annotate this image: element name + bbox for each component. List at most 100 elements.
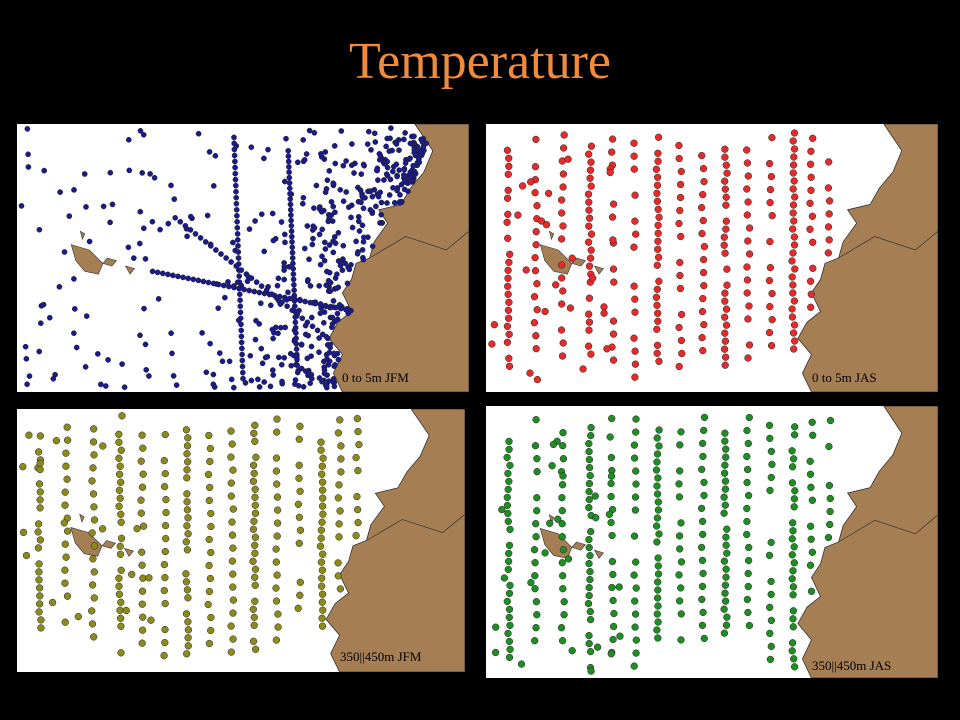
station-point (326, 349, 333, 356)
station-point (351, 170, 357, 176)
station-point (183, 466, 191, 474)
station-point (743, 185, 751, 193)
station-point (83, 313, 90, 319)
station-point (90, 568, 98, 576)
station-point (290, 276, 297, 283)
station-point (790, 153, 798, 161)
station-point (806, 470, 815, 478)
station-point (205, 639, 214, 648)
station-point (138, 561, 146, 569)
station-point (296, 487, 304, 495)
station-point (290, 271, 297, 277)
station-point (238, 327, 245, 334)
station-point (281, 267, 287, 273)
station-point (608, 557, 617, 566)
station-point (722, 201, 730, 209)
station-point (610, 609, 618, 618)
station-point (504, 282, 512, 290)
station-point (384, 200, 390, 206)
station-point (699, 530, 707, 539)
station-point (273, 480, 281, 488)
station-point (157, 226, 163, 233)
station-point (232, 170, 239, 177)
station-point (293, 351, 300, 358)
station-point (207, 509, 215, 518)
station-point (699, 452, 707, 461)
station-point (394, 173, 400, 180)
station-point (283, 135, 289, 142)
station-point (698, 621, 707, 630)
station-point (765, 328, 774, 337)
station-point (353, 492, 361, 501)
station-point (354, 466, 362, 475)
station-point (286, 169, 292, 176)
station-point (788, 639, 797, 647)
station-point (505, 258, 513, 266)
station-point (503, 453, 511, 462)
station-point (559, 546, 568, 554)
station-point (36, 348, 43, 355)
station-point (558, 274, 566, 282)
station-point (557, 326, 566, 334)
station-point (267, 302, 274, 309)
station-point (272, 636, 281, 644)
station-point (331, 383, 338, 390)
station-point (295, 539, 303, 547)
station-point (88, 607, 96, 615)
station-point (36, 592, 44, 600)
station-point (204, 600, 212, 609)
station-point (310, 235, 316, 242)
station-point (766, 185, 775, 194)
station-point (267, 383, 274, 390)
station-point (89, 555, 97, 563)
station-point (745, 413, 753, 422)
station-point (236, 285, 242, 292)
station-point (319, 226, 326, 233)
station-point (383, 143, 389, 150)
station-point (531, 442, 540, 450)
station-point (141, 305, 147, 312)
station-point (790, 559, 798, 567)
station-point (160, 456, 168, 465)
station-point (279, 378, 285, 385)
station-point (170, 373, 177, 379)
station-point (377, 152, 384, 159)
station-point (207, 340, 213, 347)
station-point (61, 501, 69, 509)
station-point (744, 608, 752, 617)
station-point (270, 335, 276, 342)
station-point (308, 343, 315, 350)
station-point (251, 501, 259, 509)
station-point (116, 550, 125, 558)
station-point (654, 570, 663, 578)
station-point (118, 412, 126, 420)
station-point (348, 214, 354, 221)
station-point (149, 268, 156, 275)
station-point (265, 146, 271, 153)
station-point (505, 589, 514, 598)
station-point (249, 605, 257, 613)
station-point (791, 487, 799, 495)
station-point (791, 337, 799, 345)
station-point (488, 340, 496, 348)
land-mass (797, 124, 938, 392)
station-point (228, 557, 237, 565)
station-point (281, 178, 288, 185)
station-point (23, 355, 30, 362)
station-point (318, 470, 326, 478)
station-point (274, 295, 280, 302)
station-point (789, 583, 798, 591)
station-point (207, 243, 214, 249)
station-point (296, 578, 304, 586)
station-point (630, 282, 638, 290)
station-point (585, 543, 593, 552)
station-point (631, 308, 639, 316)
station-point (136, 240, 143, 247)
station-point (250, 429, 258, 437)
map-panel-surface-jas: 0 to 5m JAS (486, 124, 938, 392)
station-point (117, 446, 125, 454)
station-point (632, 649, 640, 657)
station-point (654, 157, 662, 165)
station-point (81, 171, 88, 177)
station-point (397, 192, 403, 198)
